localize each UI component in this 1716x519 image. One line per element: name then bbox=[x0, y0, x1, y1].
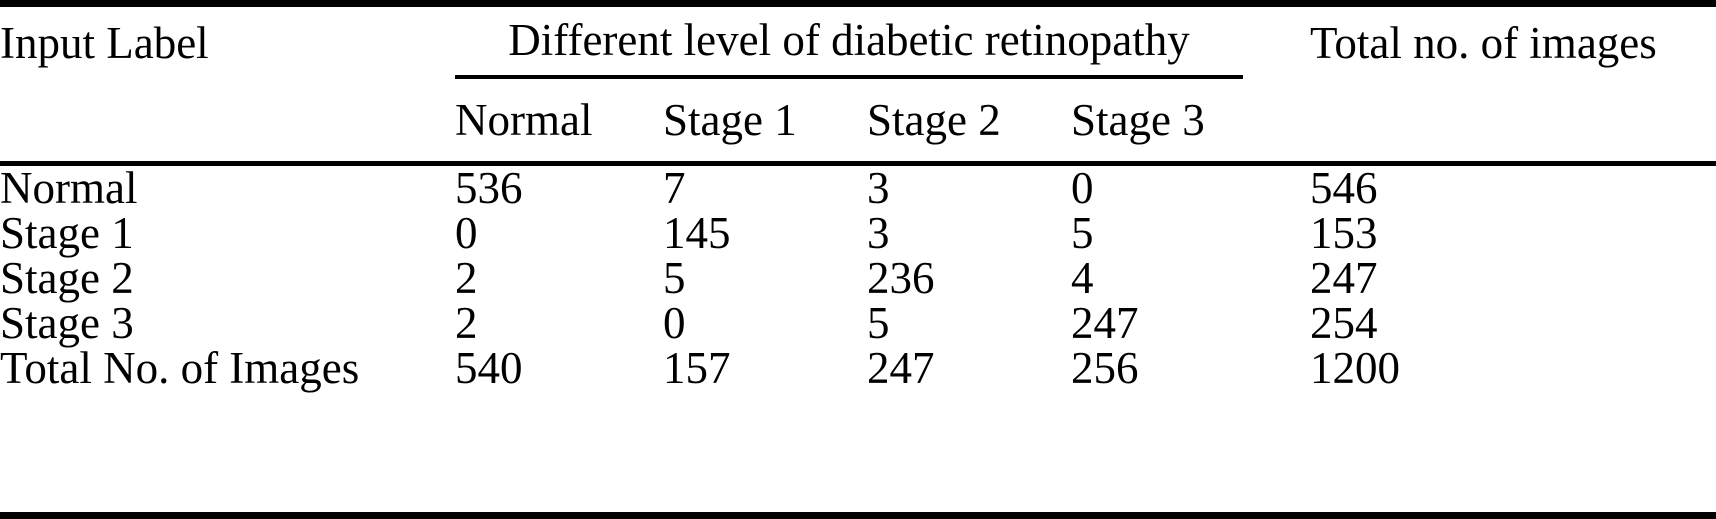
row-total-cell: 153 bbox=[1310, 208, 1378, 258]
row-total-cell: 247 bbox=[1310, 253, 1378, 303]
table-row-normal: Normal 536 7 3 0 546 bbox=[0, 166, 1716, 211]
value-cell: 256 bbox=[1071, 343, 1139, 393]
value-cell: 7 bbox=[663, 163, 686, 213]
table-row-stage-2: Stage 2 2 5 236 4 247 bbox=[0, 256, 1716, 301]
row-label: Stage 3 bbox=[0, 298, 134, 348]
table-row-stage-3: Stage 3 2 0 5 247 254 bbox=[0, 301, 1716, 346]
value-cell: 236 bbox=[867, 253, 935, 303]
col-header-stage-1: Stage 1 bbox=[663, 79, 867, 166]
table-row-totals: Total No. of Images 540 157 247 256 1200 bbox=[0, 346, 1716, 391]
header-row-1: Input Label Different level of diabetic … bbox=[0, 7, 1716, 166]
value-cell: 0 bbox=[1071, 163, 1094, 213]
value-cell: 0 bbox=[663, 298, 686, 348]
row-total-cell: 254 bbox=[1310, 298, 1378, 348]
row-label: Stage 2 bbox=[0, 253, 134, 303]
value-cell: 3 bbox=[867, 163, 890, 213]
row-label: Normal bbox=[0, 163, 138, 213]
col-header-stage-2: Stage 2 bbox=[867, 79, 1071, 166]
confusion-matrix-table: Input Label Different level of diabetic … bbox=[0, 7, 1716, 391]
row-total-cell: 546 bbox=[1310, 163, 1378, 213]
input-label-header: Input Label bbox=[0, 7, 455, 166]
row-total-cell: 1200 bbox=[1310, 343, 1400, 393]
value-cell: 145 bbox=[663, 208, 731, 258]
span-header-cell: Different level of diabetic retinopathy bbox=[455, 7, 1310, 79]
value-cell: 4 bbox=[1071, 253, 1094, 303]
value-cell: 2 bbox=[455, 298, 478, 348]
span-header-label: Different level of diabetic retinopathy bbox=[455, 7, 1243, 79]
value-cell: 2 bbox=[455, 253, 478, 303]
col-header-stage-3: Stage 3 bbox=[1071, 79, 1310, 166]
table-row-stage-1: Stage 1 0 145 3 5 153 bbox=[0, 211, 1716, 256]
value-cell: 540 bbox=[455, 343, 523, 393]
row-label: Stage 1 bbox=[0, 208, 134, 258]
value-cell: 0 bbox=[455, 208, 478, 258]
value-cell: 247 bbox=[1071, 298, 1139, 348]
value-cell: 5 bbox=[867, 298, 890, 348]
row-label: Total No. of Images bbox=[0, 343, 360, 393]
col-header-normal: Normal bbox=[455, 79, 663, 166]
value-cell: 5 bbox=[1071, 208, 1094, 258]
total-images-header: Total no. of images bbox=[1310, 7, 1716, 166]
header-row-2: Normal Stage 1 Stage 2 Stage 3 bbox=[0, 79, 1716, 166]
value-cell: 5 bbox=[663, 253, 686, 303]
value-cell: 157 bbox=[663, 343, 731, 393]
value-cell: 536 bbox=[455, 163, 523, 213]
value-cell: 3 bbox=[867, 208, 890, 258]
value-cell: 247 bbox=[867, 343, 935, 393]
